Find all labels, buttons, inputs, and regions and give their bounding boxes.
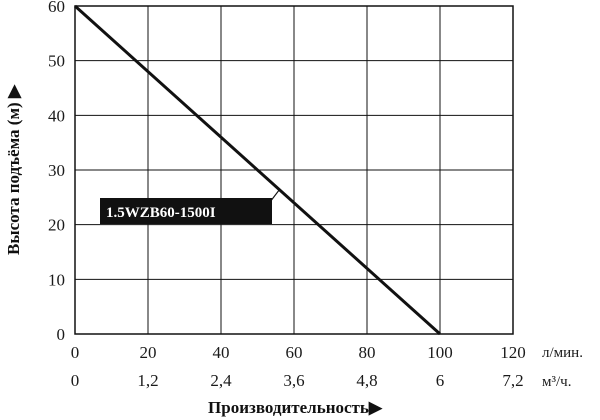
y-tick-label: 40 bbox=[48, 106, 65, 125]
x-tick-label-secondary: 2,4 bbox=[210, 371, 232, 390]
plot-frame bbox=[74, 5, 514, 335]
x-tick-label-secondary: 4,8 bbox=[356, 371, 377, 390]
y-tick-label: 0 bbox=[57, 325, 66, 344]
y-tick-label: 60 bbox=[48, 0, 65, 16]
x-axis-title: Производительность▶ bbox=[208, 398, 383, 417]
x-tick-label-primary: 80 bbox=[359, 343, 376, 362]
x-tick-label-secondary: 1,2 bbox=[137, 371, 158, 390]
y-tick-label: 20 bbox=[48, 216, 65, 235]
x-unit-primary-label: л/мин. bbox=[542, 345, 583, 361]
series: 1.5WZB60-1500I bbox=[73, 4, 442, 336]
y-axis-ticks: 0 10 20 30 40 50 60 bbox=[48, 0, 65, 344]
x-axis-ticks-primary: 0 20 40 60 80 100 120 bbox=[71, 343, 526, 362]
x-tick-label-primary: 100 bbox=[427, 343, 453, 362]
y-tick-label: 10 bbox=[48, 270, 65, 289]
x-axis-ticks-secondary: 0 1,2 2,4 3,6 4,8 6 7,2 bbox=[71, 371, 524, 390]
x-tick-label-secondary: 0 bbox=[71, 371, 80, 390]
y-tick-label: 30 bbox=[48, 161, 65, 180]
series-line bbox=[73, 4, 442, 336]
series-label-box bbox=[100, 198, 272, 224]
x-tick-label-secondary: 6 bbox=[436, 371, 445, 390]
y-tick-label: 50 bbox=[48, 52, 65, 71]
x-tick-label-primary: 40 bbox=[213, 343, 230, 362]
x-unit-secondary-label: м³/ч. bbox=[542, 374, 571, 390]
y-axis-title: Высота подъёма (м) ▶ bbox=[4, 84, 23, 255]
x-tick-label-primary: 0 bbox=[71, 343, 80, 362]
x-tick-label-secondary: 7,2 bbox=[502, 371, 523, 390]
x-tick-label-secondary: 3,6 bbox=[283, 371, 304, 390]
x-tick-label-primary: 60 bbox=[286, 343, 303, 362]
grid bbox=[75, 6, 513, 334]
series-label: 1.5WZB60-1500I bbox=[106, 205, 216, 221]
x-tick-label-primary: 120 bbox=[500, 343, 526, 362]
x-tick-label-primary: 20 bbox=[140, 343, 157, 362]
